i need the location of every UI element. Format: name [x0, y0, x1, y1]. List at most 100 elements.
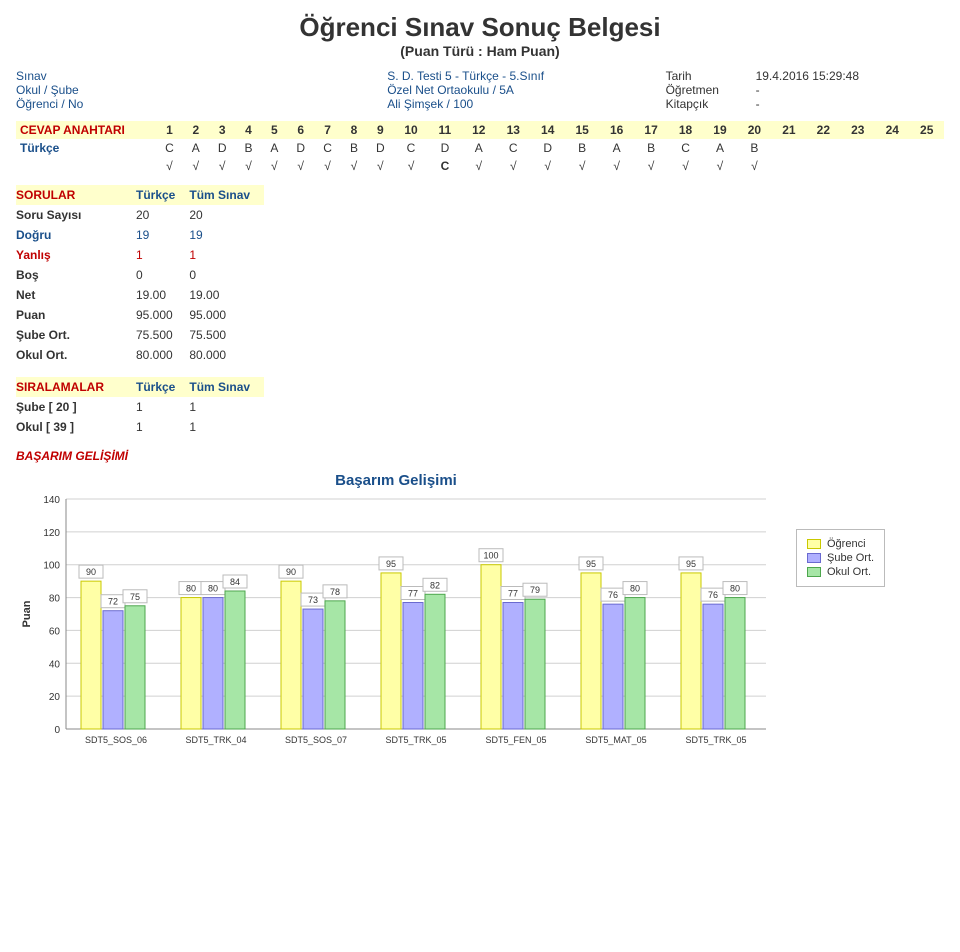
value-ogrenci-no: Ali Şimşek / 100	[387, 97, 665, 111]
answer-key-col-num: 12	[462, 121, 496, 139]
sorular-cell: 95.000	[189, 305, 264, 325]
sorular-cell: 80.000	[136, 345, 189, 365]
svg-text:140: 140	[43, 495, 60, 506]
meta-mid: S. D. Testi 5 - Türkçe - 5.Sınıf Özel Ne…	[387, 69, 665, 111]
answer-key-correct: C	[156, 139, 183, 157]
answer-key-col-num: 25	[909, 121, 944, 139]
value-sinav: S. D. Testi 5 - Türkçe - 5.Sınıf	[387, 69, 665, 83]
answer-key-student: √	[530, 157, 564, 175]
sorular-row-label: Puan	[16, 305, 136, 325]
label-tarih: Tarih	[666, 69, 756, 83]
answer-key-col-num: 10	[394, 121, 428, 139]
answer-key-correct: C	[496, 139, 530, 157]
sorular-row: Şube Ort.75.50075.500	[16, 325, 264, 345]
value-kitapcik: -	[756, 97, 760, 111]
legend-label: Şube Ort.	[827, 552, 874, 564]
svg-text:SDT5_SOS_06: SDT5_SOS_06	[85, 735, 147, 745]
answer-key-student: √	[236, 157, 262, 175]
page-title: Öğrenci Sınav Sonuç Belgesi	[16, 12, 944, 43]
legend-label: Öğrenci	[827, 538, 866, 550]
svg-text:73: 73	[308, 595, 318, 605]
answer-key-col-num: 5	[261, 121, 287, 139]
svg-text:SDT5_TRK_05: SDT5_TRK_05	[685, 735, 746, 745]
value-okul-sube: Özel Net Ortaokulu / 5A	[387, 83, 665, 97]
answer-key-student: C	[428, 157, 461, 175]
siralama-cell: 1	[136, 397, 189, 417]
svg-text:79: 79	[530, 585, 540, 595]
answer-key-student: √	[599, 157, 633, 175]
chart-wrap: Başarım Gelişimi020406080100120140Puan90…	[16, 469, 944, 779]
sorular-cell: 80.000	[189, 345, 264, 365]
answer-key-correct: C	[314, 139, 341, 157]
svg-text:100: 100	[43, 561, 60, 572]
label-okul-sube: Okul / Şube	[16, 83, 116, 97]
sorular-row-label: Doğru	[16, 225, 136, 245]
siralama-cell: 1	[189, 397, 264, 417]
meta-right: Tarih19.4.2016 15:29:48 Öğretmen- Kitapç…	[666, 69, 944, 111]
answer-key-student	[909, 157, 944, 175]
answer-key-student	[806, 157, 840, 175]
svg-text:80: 80	[630, 584, 640, 594]
answer-key-table: CEVAP ANAHTARI 1234567891011121314151617…	[16, 121, 944, 175]
svg-text:100: 100	[483, 551, 498, 561]
answer-key-subject: Türkçe	[16, 139, 156, 157]
sorular-cell: 1	[136, 245, 189, 265]
sorular-row: Net19.0019.00	[16, 285, 264, 305]
answer-key-correct: B	[341, 139, 367, 157]
svg-text:76: 76	[608, 590, 618, 600]
sorular-row: Soru Sayısı2020	[16, 205, 264, 225]
answer-key-student	[841, 157, 875, 175]
siralama-col-header: Tüm Sınav	[189, 377, 264, 397]
progress-chart: Başarım Gelişimi020406080100120140Puan90…	[16, 469, 776, 779]
sorular-cell: 19.00	[189, 285, 264, 305]
sorular-col-header: Tüm Sınav	[189, 185, 264, 205]
answer-key-correct: A	[462, 139, 496, 157]
answer-key-correct: A	[703, 139, 737, 157]
answer-key-student: √	[703, 157, 737, 175]
answer-key-correct: D	[287, 139, 314, 157]
siralama-table: SIRALAMALAR TürkçeTüm Sınav Şube [ 20 ]1…	[16, 377, 264, 437]
sorular-row-label: Net	[16, 285, 136, 305]
sorular-header: SORULAR TürkçeTüm Sınav	[16, 185, 264, 205]
sorular-cell: 19	[189, 225, 264, 245]
answer-key-correct: D	[530, 139, 564, 157]
sorular-cell: 1	[189, 245, 264, 265]
meta-left: Sınav Okul / Şube Öğrenci / No	[16, 69, 387, 111]
answer-key-correct	[806, 139, 840, 157]
svg-text:90: 90	[86, 567, 96, 577]
svg-text:90: 90	[286, 567, 296, 577]
svg-text:40: 40	[49, 659, 61, 670]
legend-color-box	[807, 539, 821, 549]
sorular-row: Yanlış11	[16, 245, 264, 265]
answer-key-student-row: √√√√√√√√√√C√√√√√√√√√	[16, 157, 944, 175]
answer-key-col-num: 15	[565, 121, 599, 139]
svg-text:72: 72	[108, 597, 118, 607]
answer-key-student: √	[565, 157, 599, 175]
siralama-cell: 1	[136, 417, 189, 437]
answer-key-col-num: 11	[428, 121, 461, 139]
sorular-cell: 20	[189, 205, 264, 225]
sorular-cell: 19.00	[136, 285, 189, 305]
legend-color-box	[807, 553, 821, 563]
answer-key-col-num: 14	[530, 121, 564, 139]
answer-key-student: √	[462, 157, 496, 175]
answer-key-correct-row: Türkçe CADBADCBDCDACDBABCAB	[16, 139, 944, 157]
answer-key-correct: D	[209, 139, 236, 157]
siralama-row-label: Okul [ 39 ]	[16, 417, 136, 437]
answer-key-correct	[772, 139, 806, 157]
answer-key-correct: D	[367, 139, 394, 157]
svg-text:76: 76	[708, 590, 718, 600]
answer-key-student: √	[634, 157, 668, 175]
answer-key-col-num: 4	[236, 121, 262, 139]
siralama-cell: 1	[189, 417, 264, 437]
meta-block: Sınav Okul / Şube Öğrenci / No S. D. Tes…	[16, 69, 944, 111]
answer-key-col-num: 17	[634, 121, 668, 139]
sorular-row-label: Şube Ort.	[16, 325, 136, 345]
legend-label: Okul Ort.	[827, 566, 871, 578]
svg-text:78: 78	[330, 587, 340, 597]
answer-key-col-num: 3	[209, 121, 236, 139]
answer-key-col-num: 19	[703, 121, 737, 139]
svg-text:SDT5_TRK_04: SDT5_TRK_04	[185, 735, 246, 745]
sorular-row-label: Okul Ort.	[16, 345, 136, 365]
legend-color-box	[807, 567, 821, 577]
